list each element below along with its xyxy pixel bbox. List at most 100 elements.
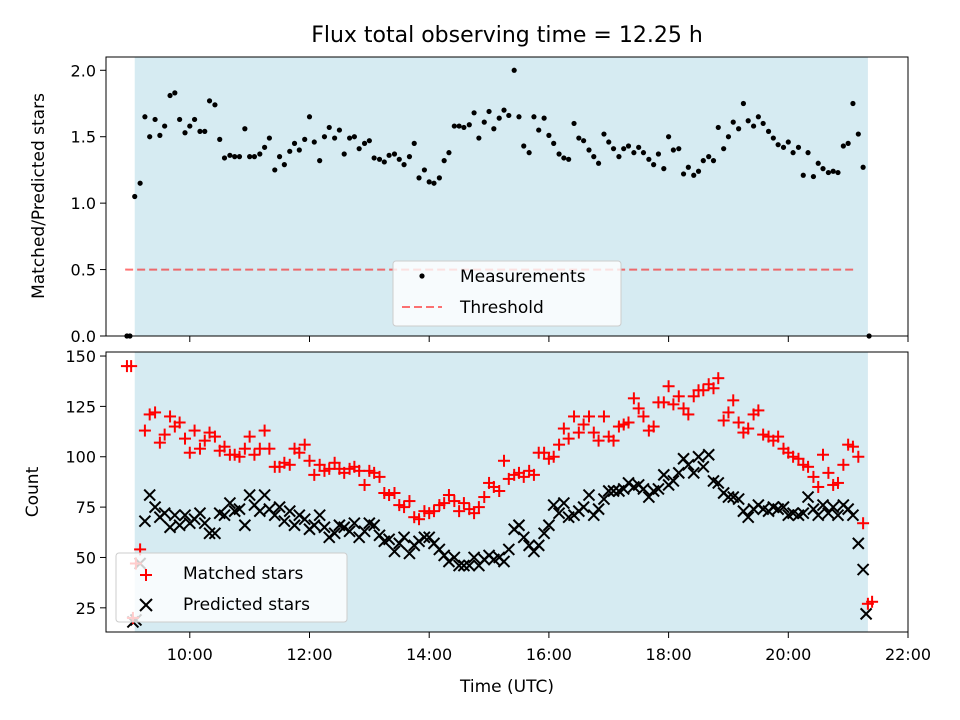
predicted-marker-stroke: [812, 508, 825, 522]
matched-star-marker: [817, 448, 830, 461]
matched-star-marker: [712, 372, 725, 385]
matched-star-marker: [812, 480, 825, 493]
predicted-marker-stroke: [203, 527, 216, 540]
measurement-point: [227, 152, 233, 158]
predicted-star-marker: [831, 508, 845, 522]
matched-star-marker: [258, 424, 271, 437]
matched-star-marker: [308, 468, 321, 481]
predicted-marker-stroke: [682, 458, 695, 472]
matched-star-marker: [413, 513, 426, 526]
predicted-marker-stroke: [208, 527, 222, 540]
predicted-star-marker: [203, 527, 216, 540]
predicted-marker-stroke: [732, 492, 745, 506]
measurement-point: [206, 98, 213, 104]
matched-star-marker: [198, 434, 211, 447]
predicted-marker-stroke: [173, 519, 186, 532]
matched-star-marker: [517, 470, 530, 483]
predicted-star-marker: [457, 559, 471, 572]
measurement-point: [860, 164, 866, 170]
measurement-point: [516, 114, 522, 120]
matched-star-marker: [562, 432, 575, 445]
matched-star-marker: [263, 442, 276, 455]
predicted-marker-stroke: [547, 498, 560, 512]
measurement-point: [775, 142, 781, 148]
matched-star-marker: [622, 416, 635, 429]
legend-measurements-label: Measurements: [460, 267, 586, 287]
measurement-point: [221, 155, 228, 161]
predicted-star-marker: [418, 531, 431, 544]
predicted-marker-stroke: [273, 500, 286, 514]
predicted-star-marker: [697, 460, 710, 474]
predicted-star-marker: [732, 492, 745, 506]
predicted-star-marker: [328, 527, 341, 540]
matched-star-marker: [303, 454, 316, 467]
predicted-marker-stroke: [502, 543, 516, 556]
measurement-point: [636, 144, 642, 150]
measurement-point: [840, 143, 846, 149]
predicted-star-marker: [367, 519, 381, 532]
predicted-star-marker: [148, 500, 162, 514]
predicted-marker-stroke: [741, 510, 755, 524]
matched-star-marker: [557, 422, 570, 435]
predicted-star-marker: [298, 512, 311, 526]
measurement-point: [780, 144, 787, 150]
measurement-point: [451, 123, 457, 129]
measurement-point: [147, 134, 153, 140]
measurement-point: [406, 154, 413, 160]
legend-predicted-label: Predicted stars: [183, 595, 310, 615]
matched-star-marker: [353, 464, 366, 477]
x-tick-label: 14:00: [406, 645, 452, 664]
matched-star-marker: [607, 434, 620, 447]
predicted-marker-stroke: [552, 506, 566, 520]
matched-star-marker: [787, 450, 800, 463]
predicted-marker-stroke: [786, 506, 800, 520]
predicted-marker-stroke: [288, 519, 301, 532]
predicted-marker-stroke: [697, 460, 710, 474]
predicted-marker-stroke: [308, 519, 321, 532]
predicted-star-marker: [158, 506, 171, 520]
measurement-point: [197, 128, 203, 134]
measurement-point: [276, 154, 283, 160]
matched-star-marker: [572, 426, 585, 439]
measurement-point: [736, 126, 742, 132]
measurement-point: [721, 146, 727, 152]
predicted-star-marker: [173, 519, 186, 532]
predicted-star-marker: [143, 488, 156, 502]
measurement-point: [595, 160, 602, 166]
measurement-point: [212, 102, 218, 108]
predicted-marker-stroke: [263, 502, 276, 516]
matched-star-marker: [547, 450, 560, 463]
predicted-star-marker: [193, 506, 207, 520]
matched-star-marker: [328, 456, 341, 469]
matched-star-marker: [677, 402, 690, 415]
predicted-star-marker: [452, 559, 466, 572]
measurement-point: [376, 156, 383, 162]
matched-star-marker: [772, 430, 785, 443]
predicted-star-marker: [313, 508, 326, 522]
predicted-marker-stroke: [852, 537, 865, 550]
measurement-point: [361, 140, 368, 146]
matched-star-marker: [403, 495, 416, 508]
matched-star-marker: [538, 446, 551, 459]
measurement-point: [845, 140, 851, 146]
predicted-star-marker: [532, 539, 545, 552]
measurement-point: [371, 155, 377, 161]
bottom-legend: Matched stars Predicted stars: [115, 552, 348, 623]
measurement-point: [670, 147, 676, 153]
predicted-star-marker: [288, 519, 301, 532]
measurement-point: [631, 150, 637, 156]
predicted-marker-stroke: [457, 559, 471, 572]
predicted-marker-stroke: [463, 559, 476, 572]
top-panel: 0.00.51.01.52.0 Matched/Predicted stars …: [29, 56, 909, 346]
matched-star-marker: [757, 428, 770, 441]
predicted-marker-stroke: [532, 539, 545, 552]
matched-star-marker: [398, 501, 411, 514]
matched-star-marker: [846, 440, 859, 453]
matched-star-marker: [831, 476, 844, 489]
matched-star-marker: [472, 501, 485, 514]
predicted-star-marker: [233, 502, 246, 516]
predicted-marker-stroke: [597, 492, 611, 506]
measurement-point: [471, 110, 477, 116]
measurement-point: [501, 107, 507, 113]
predicted-star-marker: [816, 498, 830, 512]
